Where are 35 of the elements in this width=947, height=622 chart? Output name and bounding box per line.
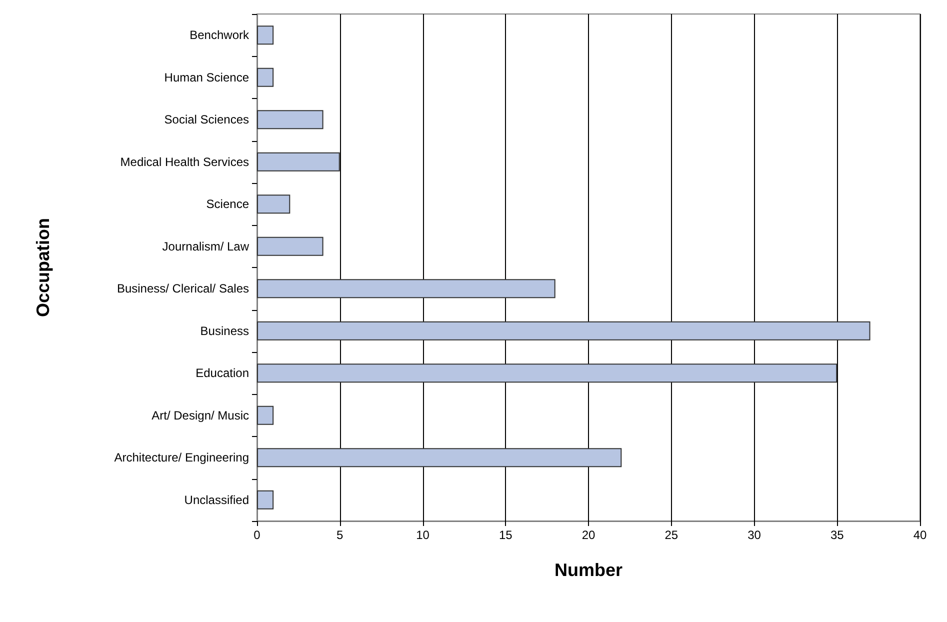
bar bbox=[257, 321, 870, 340]
y-tick-label: Human Science bbox=[164, 70, 250, 84]
y-tick-label: Architecture/ Engineering bbox=[114, 450, 249, 465]
x-tick-label: 30 bbox=[748, 528, 762, 542]
y-tick-label: Journalism/ Law bbox=[162, 239, 250, 254]
bar bbox=[257, 279, 556, 298]
bar bbox=[257, 364, 838, 383]
x-tick-label: 35 bbox=[830, 528, 844, 542]
y-axis-title: Occupation bbox=[33, 218, 53, 318]
bar bbox=[257, 448, 622, 468]
y-tick-label: Science bbox=[206, 197, 250, 212]
bar bbox=[257, 406, 274, 425]
y-tick-label: Education bbox=[196, 366, 249, 380]
x-tick-label: 10 bbox=[416, 528, 430, 542]
bar bbox=[257, 236, 324, 256]
bar bbox=[257, 490, 274, 510]
y-tick-label: Unclassified bbox=[184, 492, 249, 507]
x-tick-label: 0 bbox=[254, 528, 261, 542]
x-tick-label: 40 bbox=[913, 528, 927, 542]
x-tick-label: 5 bbox=[336, 528, 344, 542]
bar bbox=[257, 152, 340, 172]
y-tick-label: Social Sciences bbox=[164, 112, 249, 127]
x-tick-label: 20 bbox=[582, 528, 596, 542]
y-tick-label: Business bbox=[200, 324, 249, 338]
bar bbox=[257, 68, 274, 87]
y-tick-label: Medical Health Services bbox=[120, 154, 249, 169]
bar bbox=[257, 110, 324, 130]
x-axis-title: Number bbox=[554, 560, 623, 580]
y-tick-label: Art/ Design/ Music bbox=[152, 408, 249, 422]
y-tick-label: Business/ Clerical/ Sales bbox=[116, 282, 249, 296]
x-tick-label: 15 bbox=[498, 528, 513, 542]
bar bbox=[257, 26, 274, 45]
bar bbox=[257, 194, 290, 214]
y-tick-label: Benchwork bbox=[190, 28, 250, 42]
x-tick-label: 25 bbox=[664, 528, 678, 542]
